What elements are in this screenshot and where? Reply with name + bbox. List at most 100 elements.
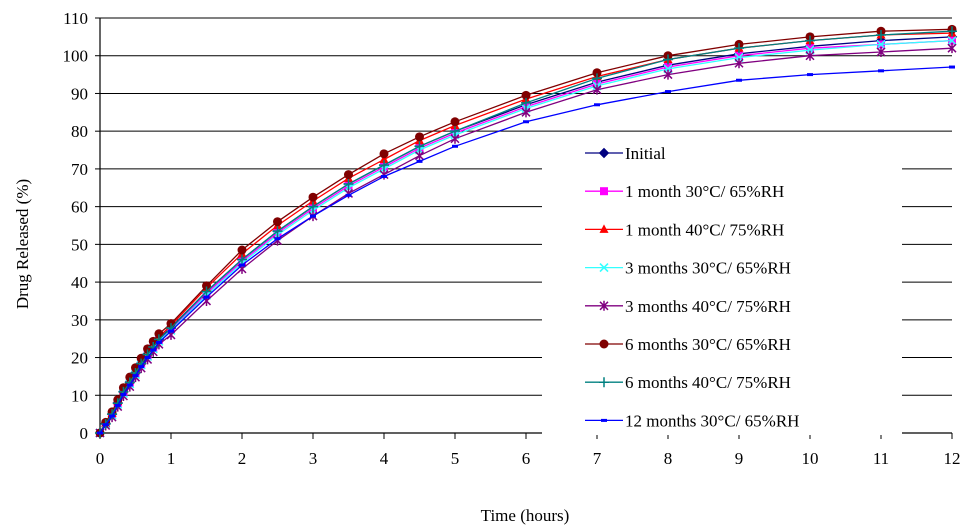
data-point <box>805 50 815 61</box>
y-axis-title: Drug Released (%) <box>13 179 32 309</box>
data-point <box>344 170 353 180</box>
legend-item: 3 months 30°C/ 65%RH <box>585 259 791 278</box>
legend-swatch-marker <box>599 377 609 388</box>
x-tick-label: 5 <box>451 449 460 468</box>
series-6 <box>95 24 957 438</box>
data-point <box>947 43 957 54</box>
data-point <box>452 144 458 148</box>
data-point <box>736 78 742 82</box>
data-point <box>379 149 389 159</box>
data-point <box>949 65 955 69</box>
y-tick-label: 100 <box>63 47 89 66</box>
legend-label: 1 month 40°C/ 75%RH <box>625 220 784 239</box>
data-point <box>343 179 354 189</box>
x-tick-label: 11 <box>873 449 889 468</box>
data-point <box>523 120 529 124</box>
legend-swatch-marker <box>600 187 608 196</box>
data-point <box>150 348 157 352</box>
legend-label: 1 month 30°C/ 65%RH <box>625 182 784 201</box>
data-point <box>202 281 211 291</box>
legend-swatch-marker <box>599 263 609 273</box>
data-point <box>450 117 460 127</box>
data-point <box>168 329 174 333</box>
data-point <box>592 84 602 95</box>
data-point <box>415 132 424 142</box>
data-point <box>155 340 162 344</box>
y-tick-label: 10 <box>71 386 88 405</box>
data-point <box>592 73 602 84</box>
legend-swatch-marker <box>599 300 609 311</box>
data-point <box>594 103 600 107</box>
data-point <box>664 63 672 72</box>
data-point <box>734 58 744 69</box>
data-point <box>592 68 602 78</box>
legend-swatch-marker <box>598 147 610 159</box>
y-tick-label: 30 <box>71 311 88 330</box>
legend-label: 6 months 40°C/ 75%RH <box>625 373 791 392</box>
x-tick-label: 3 <box>309 449 318 468</box>
data-point <box>521 90 531 100</box>
data-point <box>203 295 210 299</box>
data-point <box>114 403 121 407</box>
x-tick-label: 2 <box>238 449 247 468</box>
data-point <box>310 214 316 218</box>
legend-background <box>542 135 902 435</box>
data-point <box>414 141 425 152</box>
x-tick-label: 10 <box>802 449 819 468</box>
legend-swatch-marker <box>599 224 609 233</box>
legend-item: 1 month 30°C/ 65%RH <box>585 182 784 201</box>
x-axis-title: Time (hours) <box>481 506 570 525</box>
legend-item: 3 months 40°C/ 75%RH <box>585 297 791 316</box>
legend-swatch-marker <box>599 339 609 349</box>
data-point <box>663 54 673 65</box>
data-point <box>379 154 389 163</box>
data-point <box>308 201 318 212</box>
legend-item: 6 months 30°C/ 65%RH <box>585 335 791 354</box>
legend: Initial 1 month 30°C/ 65%RH 1 month 40°C/ … <box>542 135 902 435</box>
legend-label: 3 months 30°C/ 65%RH <box>625 259 791 278</box>
legend-label: 3 months 40°C/ 75%RH <box>625 297 791 316</box>
data-point <box>876 29 886 40</box>
y-tick-label: 50 <box>71 235 88 254</box>
y-tick-label: 20 <box>71 349 88 368</box>
legend-item: 6 months 40°C/ 75%RH <box>585 373 791 392</box>
data-point <box>237 254 247 265</box>
data-point <box>806 44 814 53</box>
legend-item: 1 month 40°C/ 75%RH <box>585 220 784 239</box>
data-point <box>102 423 109 427</box>
legend-item: Initial <box>585 144 666 163</box>
data-point <box>947 36 957 46</box>
data-point <box>126 383 133 387</box>
x-tick-label: 1 <box>167 449 176 468</box>
data-point <box>381 174 387 178</box>
data-point <box>379 160 389 171</box>
data-point <box>138 365 145 369</box>
data-point <box>878 69 884 73</box>
y-tick-label: 90 <box>71 84 88 103</box>
x-tick-label: 6 <box>522 449 531 468</box>
data-point <box>663 69 673 80</box>
y-tick-label: 0 <box>80 424 89 443</box>
y-tick-label: 110 <box>63 9 88 28</box>
data-point <box>521 107 531 118</box>
series-8 <box>97 65 955 435</box>
y-tick-label: 70 <box>71 160 88 179</box>
data-point <box>345 193 352 197</box>
data-point <box>947 26 957 37</box>
data-point <box>274 237 281 241</box>
data-point <box>109 414 116 418</box>
legend-swatch-marker <box>601 418 607 422</box>
data-point <box>154 329 164 339</box>
data-point <box>876 39 886 49</box>
data-point <box>308 192 318 202</box>
data-point <box>450 126 460 137</box>
series-layer <box>94 24 958 439</box>
data-point <box>272 226 283 237</box>
data-point <box>734 43 744 54</box>
data-point <box>807 73 813 77</box>
data-point <box>239 263 245 267</box>
series-7 <box>95 26 957 438</box>
legend-label: 6 months 30°C/ 65%RH <box>625 335 791 354</box>
